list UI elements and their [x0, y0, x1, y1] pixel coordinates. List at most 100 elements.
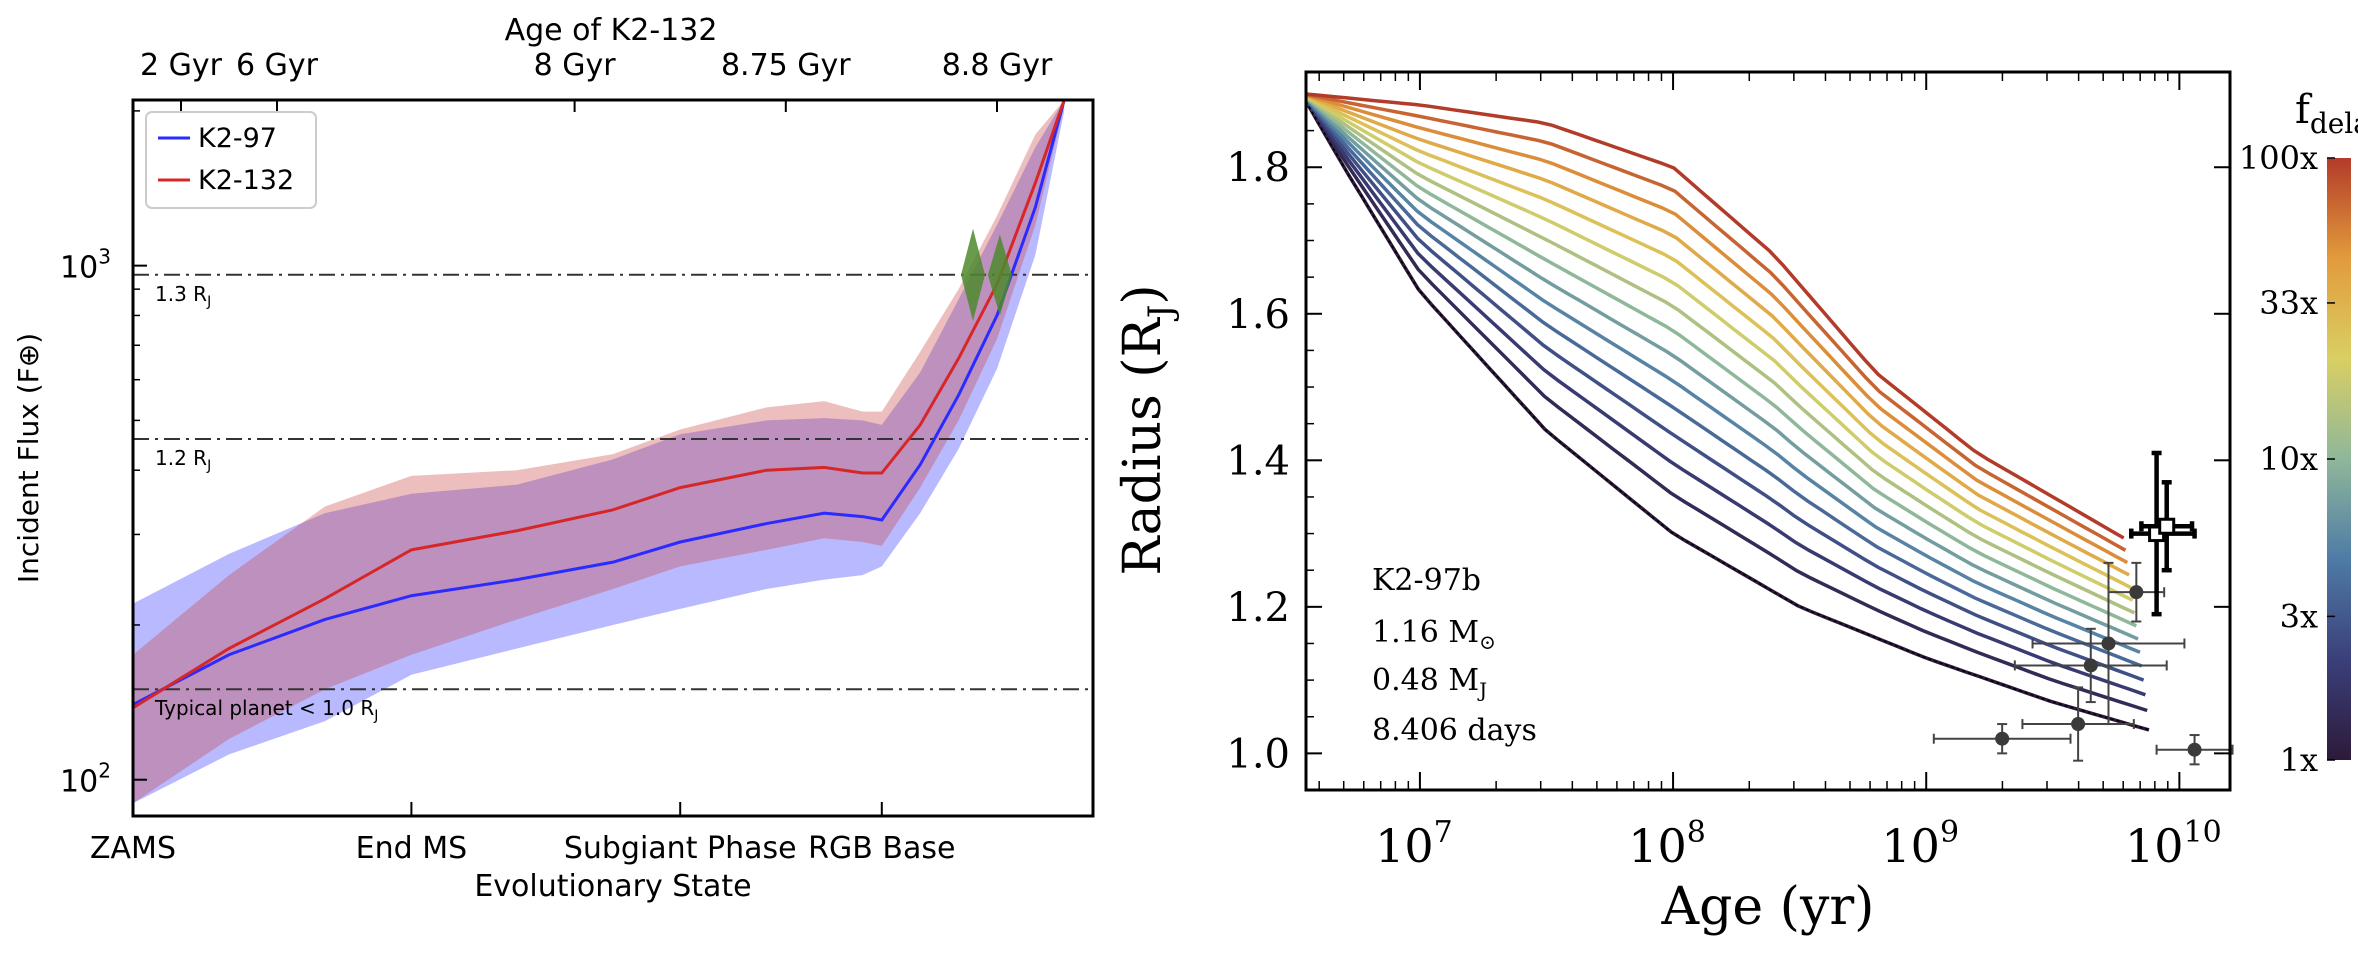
- right-y-axis-label-end: ): [1113, 284, 1173, 304]
- model-curve-12: [1305, 93, 2129, 565]
- right-model-curves: [1304, 92, 2150, 732]
- right-y-tick-label: 1.8: [1226, 145, 1290, 191]
- radius-line-label-2: Typical planet < 1.0 RJ: [154, 696, 378, 724]
- radius-line-label-sub: J: [373, 708, 378, 724]
- tick-exp: 8: [1687, 815, 1706, 850]
- band-k2-97: [133, 100, 1065, 804]
- observation-point: [2101, 636, 2116, 651]
- green-marker-0: [961, 228, 985, 322]
- model-curve-3: [1304, 98, 2145, 682]
- green-marker-1: [987, 234, 1012, 316]
- model-curve-2: [1304, 98, 2146, 697]
- radius-line-label-sub: J: [206, 458, 211, 474]
- right-x-ticks: 107 108 109 1010: [1318, 72, 2222, 873]
- left-top-ticks: 2 Gyr 6 Gyr 8 Gyr 8.75 Gyr 8.8 Gyr: [140, 48, 1053, 112]
- legend-label-k2-132: K2-132: [198, 165, 294, 196]
- tick-exp: 10: [2184, 815, 2222, 850]
- tick-base: 10: [60, 251, 98, 286]
- annotation-planet-mass-main: 0.48 M: [1372, 663, 1479, 698]
- left-top-axis-title: Age of K2-132: [505, 13, 718, 48]
- right-y-tick-label: 1.6: [1226, 292, 1290, 338]
- colorbar-tick-label: 3x: [2280, 597, 2318, 635]
- observed-planet: [2013, 627, 2168, 704]
- left-x-axis-label: Evolutionary State: [474, 869, 751, 904]
- left-y-tick-label: 102: [60, 759, 111, 800]
- right-y-axis-label: Radius (RJ): [1113, 284, 1181, 575]
- colorbar-ticks: 1x 3x 10x 33x 100x: [2239, 139, 2335, 779]
- observed-planet: [2021, 686, 2135, 762]
- observation-point: [2129, 585, 2144, 600]
- left-plot-area: [132, 99, 1093, 804]
- series-line-k2-97: [132, 99, 1066, 706]
- right-x-tick-label: 109: [1881, 815, 1959, 873]
- model-curve-13: [1305, 92, 2127, 552]
- right-annotation: K2-97b 1.16 M⊙ 0.48 MJ 8.406 days: [1372, 563, 1537, 748]
- right-observations: [1932, 450, 2234, 766]
- right-y-tick-label: 1.4: [1226, 438, 1290, 484]
- measurement-square: [2158, 517, 2176, 535]
- radius-line-label-0: 1.3 RJ: [155, 282, 211, 310]
- left-y-tick-label: 103: [60, 245, 111, 286]
- colorbar-title-sub: delay: [2310, 107, 2358, 140]
- series-line-k2-132: [132, 99, 1066, 710]
- radius-line-label-main: 1.2 R: [155, 446, 207, 470]
- tick-base: 10: [60, 765, 98, 800]
- right-y-axis-label-sub: J: [1141, 305, 1181, 322]
- annotation-star-mass-sub: ⊙: [1479, 630, 1496, 654]
- left-top-tick-label: 8 Gyr: [534, 48, 617, 83]
- colorbar: fdelay 1x 3x 10x 33x 100x: [2239, 87, 2358, 779]
- right-x-tick-label: 108: [1628, 815, 1706, 873]
- colorbar-tick-label: 33x: [2259, 284, 2318, 322]
- right-x-tick-label: 1010: [2125, 815, 2222, 873]
- observed-planet: [2155, 734, 2234, 766]
- right-plot-area: [1304, 92, 2234, 766]
- right-x-tick-label: 107: [1375, 815, 1453, 873]
- model-curve-1: [1304, 99, 2148, 713]
- legend-label-k2-97: K2-97: [198, 123, 277, 154]
- left-bottom-tick-label: Subgiant Phase: [564, 831, 797, 866]
- left-top-tick-label: 8.75 Gyr: [721, 48, 851, 83]
- model-curve-8: [1304, 95, 2136, 615]
- model-curve-4: [1304, 97, 2143, 668]
- observed-planet: [1932, 723, 2072, 755]
- left-top-tick-label: 8.8 Gyr: [942, 48, 1053, 83]
- left-plot-frame: [131, 98, 1095, 818]
- band-k2-132: [133, 100, 1065, 804]
- radius-line-label-main: Typical planet < 1.0 R: [154, 696, 374, 720]
- radius-line-label-sub: J: [206, 294, 211, 310]
- tick-exp: 9: [1940, 815, 1959, 850]
- right-y-ticks: 1.0 1.2 1.4 1.6 1.8: [1226, 129, 2230, 777]
- right-y-tick-label: 1.0: [1226, 731, 1290, 777]
- observed-planet: [2031, 561, 2186, 726]
- tick-exp: 7: [1434, 815, 1453, 850]
- left-bottom-tick-label: End MS: [356, 831, 467, 866]
- tick-base: 10: [1375, 819, 1434, 873]
- observation-point: [1995, 731, 2010, 746]
- colorbar-tick-label: 100x: [2239, 139, 2318, 177]
- tick-exp: 2: [98, 759, 111, 783]
- annotation-period: 8.406 days: [1372, 713, 1537, 748]
- right-plot-frame: [1304, 70, 2232, 792]
- tick-base: 10: [1881, 819, 1940, 873]
- annotation-planet-name: K2-97b: [1372, 563, 1481, 598]
- left-top-tick-label: 2 Gyr: [140, 48, 223, 83]
- left-bands: [133, 100, 1065, 804]
- tick-base: 10: [1628, 819, 1687, 873]
- colorbar-tick-label: 10x: [2259, 440, 2318, 478]
- left-bottom-tick-label: ZAMS: [90, 831, 176, 866]
- model-curve-6: [1304, 96, 2139, 641]
- tick-base: 10: [2125, 819, 2184, 873]
- left-series-lines: [132, 99, 1066, 710]
- model-curve-reference-dotted: [1305, 100, 2150, 731]
- radius-line-label-1: 1.2 RJ: [155, 446, 211, 474]
- k2-97b-measurement: [2139, 480, 2195, 573]
- annotation-planet-mass-sub: J: [1477, 678, 1487, 702]
- annotation-star-mass: 1.16 M⊙: [1372, 615, 1496, 654]
- left-panel: Age of K2-132 2 Gyr 6 Gyr 8 Gyr 8.75 Gyr 8.8…: [12, 13, 1095, 904]
- right-y-axis-label-main: Radius (R: [1113, 316, 1173, 575]
- model-curve-5: [1304, 97, 2141, 654]
- model-curve-9: [1305, 94, 2134, 602]
